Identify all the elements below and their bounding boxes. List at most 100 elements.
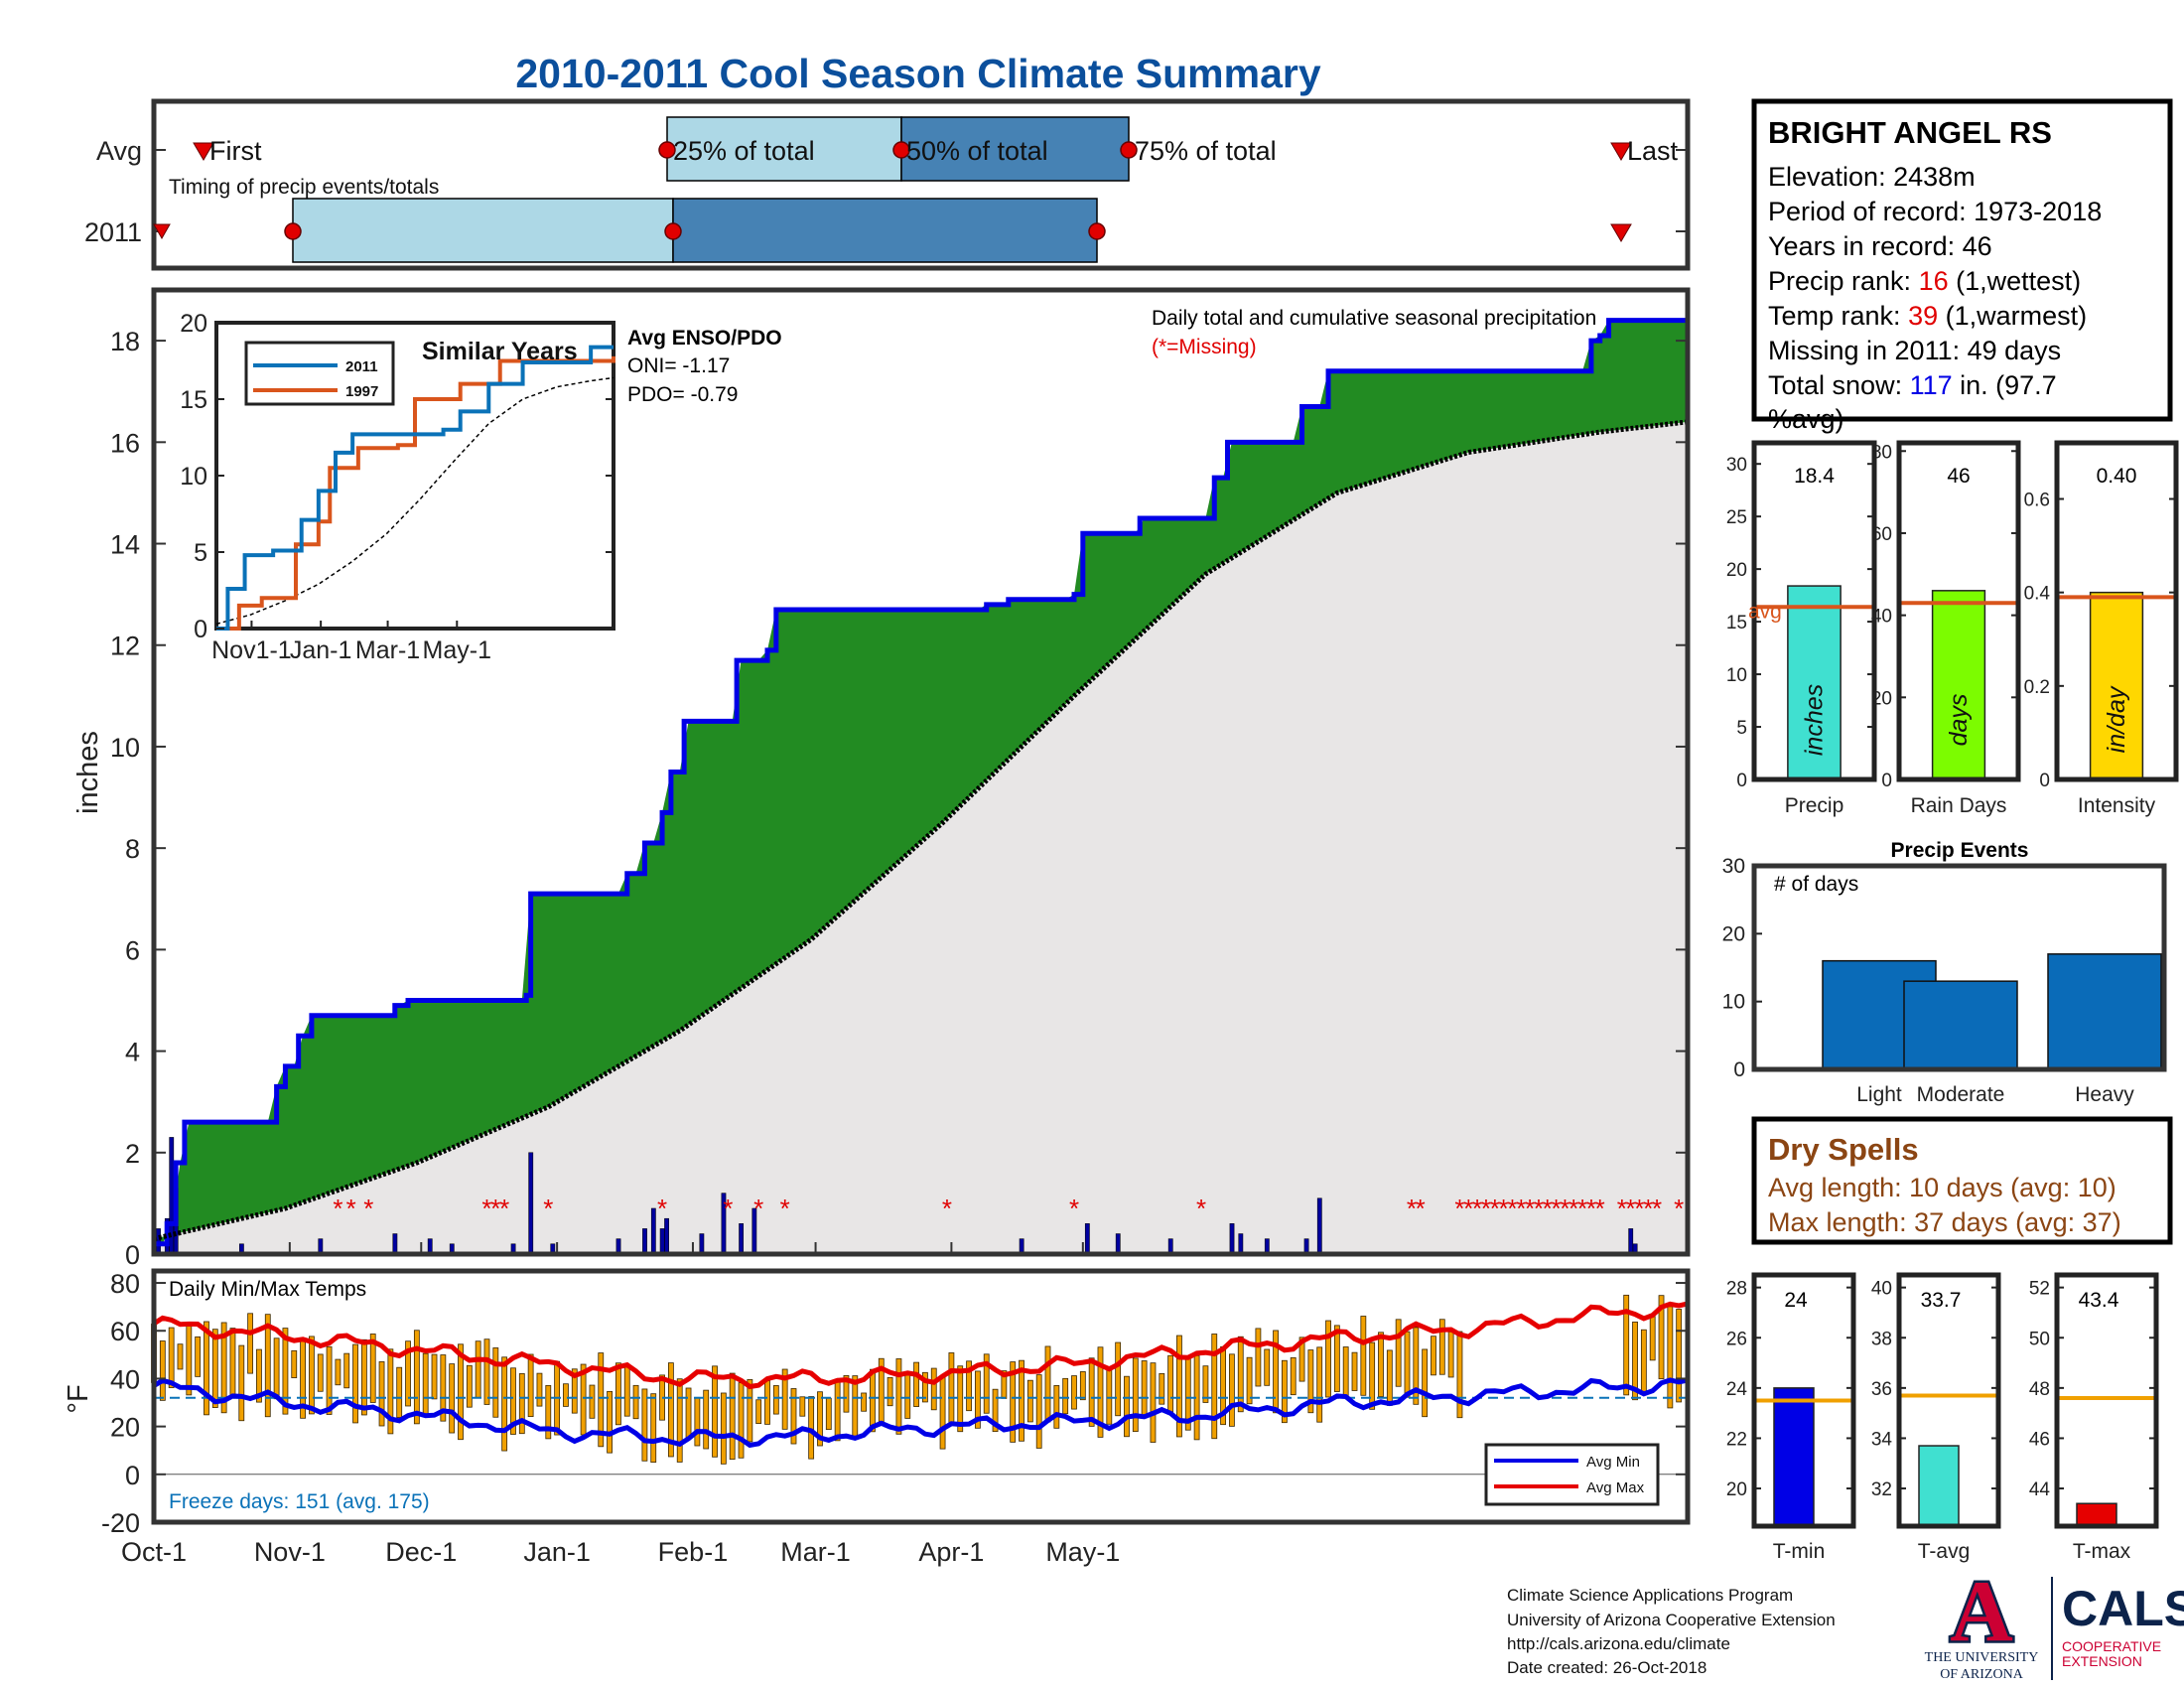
temp-range-bar — [527, 1353, 534, 1418]
avg-p75-marker — [1120, 141, 1138, 159]
daily-precip-bar — [664, 1217, 669, 1255]
missing-day-marker: * — [1674, 1194, 1684, 1223]
temp-mini-bar-2 — [2076, 1502, 2117, 1527]
temp-range-bar — [1202, 1365, 1209, 1403]
temp-range-bar — [1053, 1385, 1060, 1429]
missing-day-marker: * — [1069, 1194, 1079, 1223]
temp-range-bar — [1632, 1322, 1638, 1401]
station-years: Years in record: 46 — [1768, 231, 1992, 261]
temp-y-tick-label: 0 — [125, 1461, 140, 1490]
temp-range-bar — [895, 1358, 902, 1435]
temp-range-bar — [1386, 1349, 1393, 1406]
temp-range-bar — [475, 1340, 481, 1399]
mini-y-tick-label: 5 — [1736, 718, 1747, 739]
footer-line-1: Climate Science Applications Program — [1507, 1586, 1793, 1605]
daily-precip-bar — [1115, 1233, 1121, 1255]
temp-range-bar — [458, 1343, 464, 1441]
temp-range-bar — [790, 1388, 797, 1445]
temp-range-bar — [1369, 1341, 1376, 1410]
temp-range-bar — [571, 1368, 578, 1414]
temp-mini-value-label: 24 — [1784, 1289, 1808, 1312]
y2011-p25-marker — [284, 222, 302, 240]
daily-precip-bar — [392, 1233, 398, 1255]
mini-y-tick-label: 10 — [1726, 665, 1747, 686]
footer-line-3: http://cals.arizona.edu/climate — [1507, 1634, 1730, 1653]
missing-day-marker: * — [1481, 1194, 1491, 1223]
missing-day-marker: * — [723, 1194, 733, 1223]
timing-band-avg-50-75 — [900, 116, 1130, 182]
daily-temp-bars — [151, 1294, 1683, 1465]
temp-range-bar — [256, 1348, 262, 1403]
temp-range-bar — [1044, 1345, 1051, 1423]
mini-y-tick-label: 30 — [1726, 455, 1747, 476]
month-tick-label: May-1 — [1045, 1537, 1120, 1567]
temp-range-bar — [667, 1362, 674, 1458]
temp-range-bar — [1035, 1374, 1042, 1449]
mini-x-label: Precip — [1785, 794, 1844, 817]
cumulative-2011-line — [154, 318, 1688, 1247]
temp-range-bar — [764, 1380, 770, 1425]
inset-legend-2011: 2011 — [345, 358, 378, 375]
timing-note: Timing of precip events/totals — [169, 176, 439, 199]
mini-value-label: 18.4 — [1794, 465, 1835, 488]
temp-y-tick-label: 20 — [110, 1413, 140, 1443]
mini-y-tick-label: 0.4 — [2024, 584, 2051, 605]
legend-avg-min: Avg Min — [1586, 1454, 1640, 1471]
temp-range-bar — [413, 1330, 420, 1425]
inset-y-tick-label: 20 — [180, 310, 207, 338]
missing-day-marker: * — [942, 1194, 952, 1223]
temp-range-bar — [1316, 1346, 1323, 1423]
y2011-p50-marker — [664, 222, 682, 240]
temp-y-axis: -20 0 20 40 60 80 — [101, 1269, 1688, 1538]
temp-range-bar — [738, 1382, 745, 1459]
temp-mini-y-tick-label: 40 — [1871, 1279, 1892, 1300]
daily-precip-bar — [659, 1228, 665, 1255]
missing-day-marker: * — [753, 1194, 763, 1223]
month-tick-label: Jan-1 — [523, 1537, 591, 1567]
temp-range-bar — [1640, 1329, 1647, 1394]
temp-mini-y-tick-label: 46 — [2029, 1429, 2050, 1450]
temp-range-bar — [317, 1353, 324, 1392]
mini-x-label: Rain Days — [1911, 794, 2007, 817]
temp-mini-bar-1 — [1918, 1445, 1960, 1527]
inset-x-tick-label: May-1 — [423, 636, 491, 664]
temp-range-bar — [1088, 1357, 1095, 1427]
mini-unit-label: in/day — [2103, 685, 2130, 753]
precip-event-category: Light — [1856, 1083, 1902, 1106]
temp-range-bar — [1150, 1362, 1157, 1443]
mini-unit-label: days — [1945, 694, 1973, 747]
temp-range-bar — [1325, 1320, 1331, 1398]
temp-range-bar — [1658, 1295, 1665, 1380]
missing-day-marker: * — [780, 1194, 790, 1223]
temp-range-bar — [930, 1367, 937, 1411]
temp-range-bar — [676, 1378, 683, 1463]
mini-y-tick-label: 20 — [1871, 688, 1892, 709]
temp-range-bar — [1422, 1348, 1429, 1418]
temp-range-bar — [449, 1363, 456, 1434]
missing-day-marker: * — [1490, 1194, 1500, 1223]
missing-day-marker: * — [1454, 1194, 1464, 1223]
temp-range-bar — [623, 1365, 630, 1417]
temp-range-bar — [422, 1352, 429, 1417]
temp-range-bar — [159, 1340, 166, 1401]
temp-range-bar — [396, 1366, 403, 1419]
temp-range-bar — [694, 1396, 701, 1447]
main-y-axis: 0 2 4 6 8 10 12 14 16 18 — [110, 327, 1688, 1270]
missing-day-marker: * — [1499, 1194, 1509, 1223]
temp-range-bar — [1079, 1371, 1086, 1401]
dry-spells-box: Dry Spells Avg length: 10 days (avg: 10)… — [1751, 1116, 2173, 1245]
main-y-tick-label: 18 — [110, 327, 140, 356]
missing-day-markers: * * * *** * * * * * * * * ** ***************** ***** * — [333, 1194, 1684, 1223]
temp-range-bar — [204, 1321, 209, 1416]
temp-mini-x-label: T-avg — [1918, 1540, 1971, 1563]
inset-x-tick-label: Mar-1 — [355, 636, 420, 664]
missing-day-marker: * — [490, 1194, 500, 1223]
precip-rank: Precip rank: 16 (1,wettest) — [1768, 266, 2081, 296]
temp-range-bar — [870, 1368, 876, 1433]
precip-events-title: Precip Events — [1891, 839, 2029, 862]
temp-range-bar — [1211, 1334, 1218, 1440]
daily-precip-bar — [1628, 1228, 1634, 1255]
mini-y-tick-label: 15 — [1726, 613, 1747, 633]
